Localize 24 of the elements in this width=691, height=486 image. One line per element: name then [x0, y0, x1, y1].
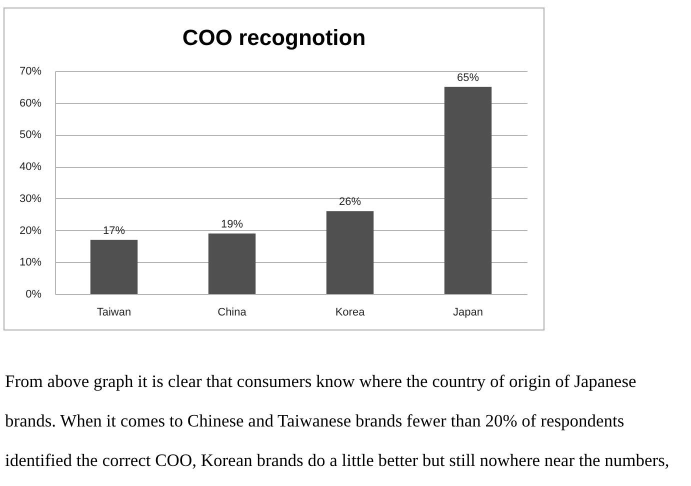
- x-tick-label: Japan: [453, 306, 483, 318]
- x-tick-label: Taiwan: [96, 306, 132, 318]
- y-tick-label: 50%: [19, 129, 42, 142]
- bar: [444, 86, 492, 294]
- bar: [208, 233, 256, 294]
- text: brands. When it comes to Chinese and Taiwanese brands fewer than 20% of respondents: [5, 410, 624, 430]
- y-tick-label: 10%: [19, 256, 42, 269]
- y-tick-label: 40%: [19, 161, 42, 174]
- data-label: 26%: [338, 196, 362, 208]
- chart-title: COO recognotion: [182, 25, 366, 50]
- y-tick-label: 30%: [19, 192, 42, 205]
- y-tick-label: 70%: [19, 66, 42, 78]
- text: identified the correct COO, Korean brands do a little better but still nowhere near the numbers,: [5, 450, 670, 470]
- data-label: 17%: [102, 224, 126, 237]
- bar: [326, 211, 374, 294]
- y-tick-label: 20%: [19, 224, 42, 237]
- x-tick-label: Korea: [335, 306, 366, 318]
- x-tick-label: China: [218, 306, 248, 318]
- y-tick-label: 0%: [26, 288, 42, 300]
- data-label: 19%: [220, 218, 244, 230]
- data-label: 65%: [456, 72, 480, 84]
- y-tick-label: 60%: [19, 97, 42, 110]
- bar: [90, 240, 138, 294]
- text: From above graph it is clear that consumers know where the country of origin of Japanese: [5, 371, 637, 391]
